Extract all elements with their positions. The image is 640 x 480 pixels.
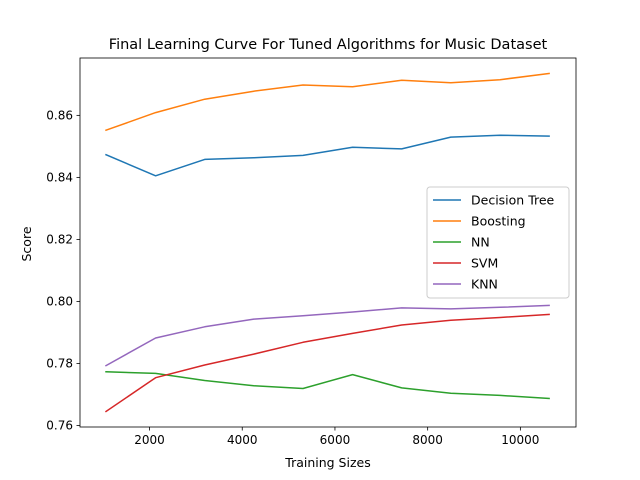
y-tick-label: 0.82 [46, 233, 73, 247]
x-tick-label: 2000 [134, 433, 165, 447]
x-tick-label: 6000 [320, 433, 351, 447]
chart-title: Final Learning Curve For Tuned Algorithm… [109, 37, 548, 53]
x-axis: 2000 4000 6000 8000 10000 [134, 427, 539, 447]
y-axis: 0.76 0.78 0.80 0.82 0.84 0.86 [46, 109, 80, 433]
y-tick-label: 0.80 [46, 295, 73, 309]
axes-frame [79, 57, 577, 428]
x-tick-label: 10000 [501, 433, 539, 447]
y-axis-label: Score [19, 226, 34, 261]
series-line-knn [104, 304, 550, 367]
series-line-boosting [105, 72, 550, 132]
y-tick-label: 0.86 [46, 109, 73, 123]
plot-area [79, 57, 577, 428]
y-tick-label: 0.76 [46, 419, 73, 433]
legend-label: Decision Tree [471, 193, 555, 208]
series-line-nn [105, 371, 550, 400]
legend-label: KNN [471, 277, 498, 292]
legend-box [426, 186, 570, 299]
series-line-svm [104, 313, 550, 413]
x-tick-label: 4000 [227, 433, 258, 447]
legend-label: SVM [471, 256, 498, 271]
x-tick-label: 8000 [412, 433, 443, 447]
y-tick-label: 0.84 [46, 171, 73, 185]
series-line-decision-tree [105, 134, 550, 177]
legend-label: Boosting [471, 214, 526, 229]
y-tick-label: 0.78 [46, 357, 73, 371]
x-axis-label: Training Sizes [284, 455, 370, 470]
legend: Decision Tree Boosting NN SVM KNN [426, 186, 570, 299]
legend-label: NN [471, 235, 490, 250]
